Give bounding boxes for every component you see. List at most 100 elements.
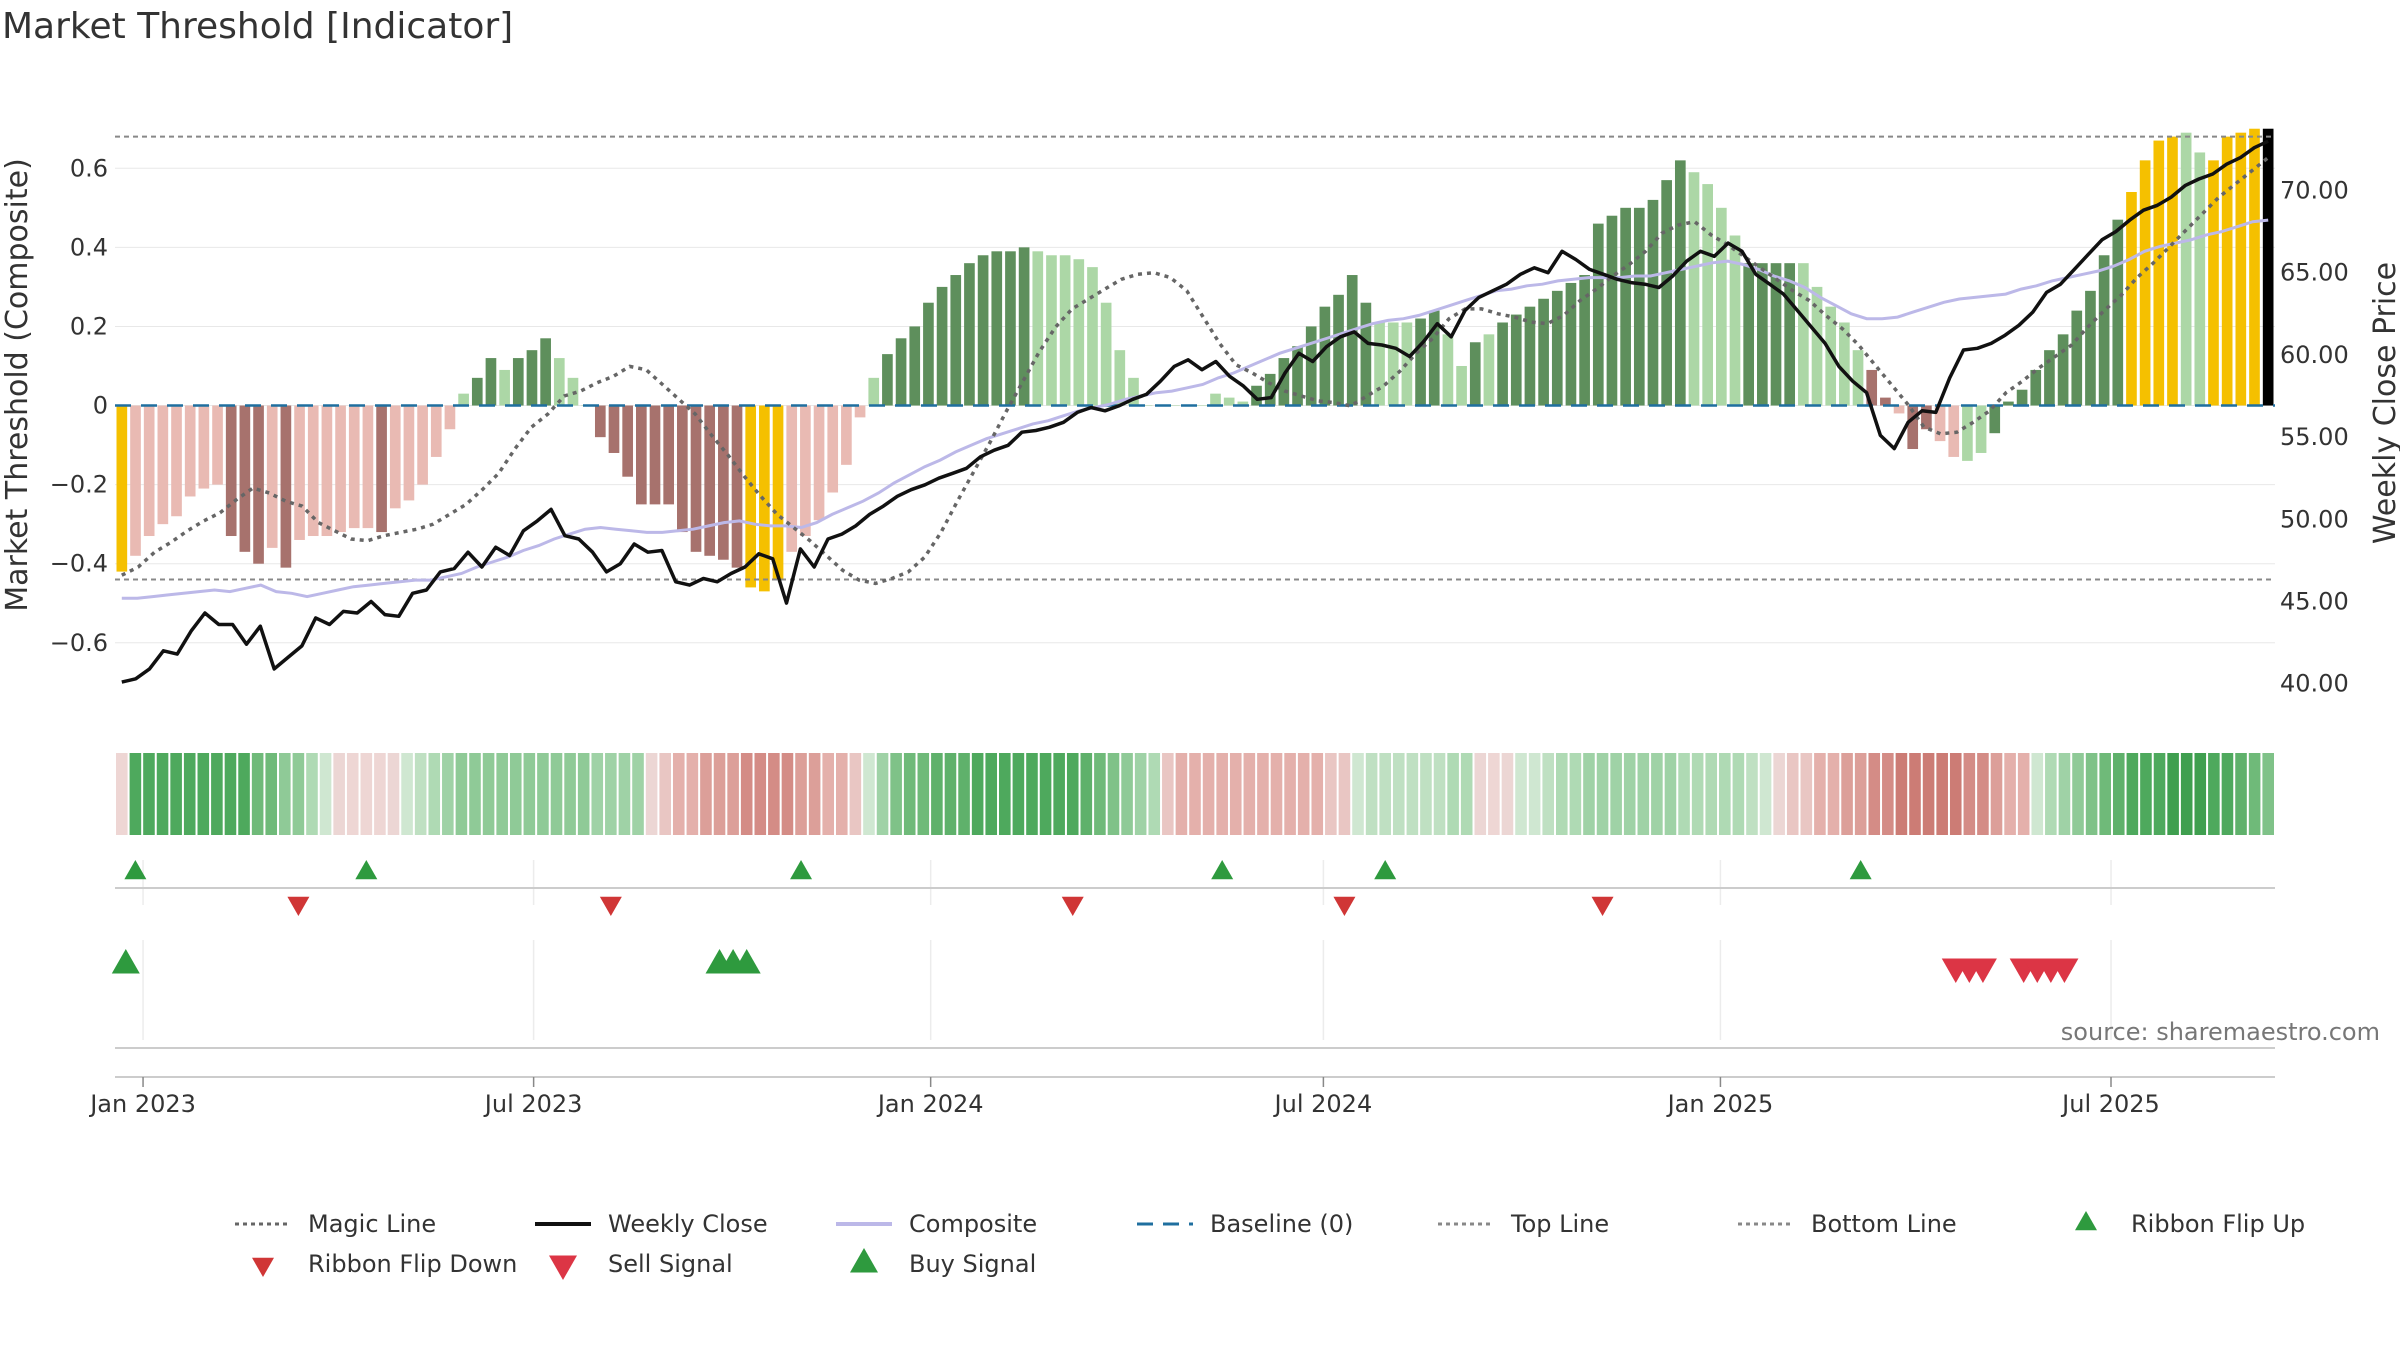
ribbon-cell (116, 753, 128, 835)
composite-bar (266, 405, 278, 548)
ribbon-cell (251, 753, 264, 835)
ribbon-cell (713, 753, 726, 835)
composite-bar (485, 358, 497, 406)
composite-bar (2003, 401, 2014, 406)
ribbon-cell (1909, 753, 1921, 835)
composite-bar (198, 405, 210, 489)
composite-bar (2030, 369, 2042, 406)
ribbon-cell (401, 753, 413, 835)
ribbon-cell (2221, 753, 2234, 835)
ribbon-cell (414, 753, 427, 835)
ribbon-cell (808, 753, 821, 835)
composite-bar (2126, 191, 2137, 406)
ribbon-flips (115, 860, 2275, 916)
ribbon-cell (2058, 753, 2071, 835)
ribbon-cell (985, 753, 998, 835)
composite-bar (1893, 405, 1905, 414)
ribbon-cell (387, 753, 400, 835)
ribbon-cell (1759, 753, 1772, 835)
buy-signal-marker (732, 949, 761, 974)
ribbon-cell (890, 753, 902, 835)
composite-bar (458, 393, 469, 406)
composite-bar (1948, 405, 1960, 457)
composite-bar (130, 405, 141, 556)
composite-bar (1100, 302, 1112, 406)
ribbon-cell (1528, 753, 1541, 835)
ribbon-cell (849, 753, 862, 835)
composite-bar (471, 377, 483, 406)
legend-item: Bottom Line (1738, 1210, 1957, 1238)
ribbon-cell (740, 753, 753, 835)
legend-item: Ribbon Flip Down (252, 1250, 517, 1278)
ribbon-cell (1460, 753, 1473, 835)
ribbon-cell (1515, 753, 1527, 835)
x-tick-label: Jul 2025 (2060, 1090, 2160, 1118)
composite-bar (1633, 207, 1645, 406)
chart-title: Market Threshold [Indicator] (2, 6, 513, 47)
legend-item: Magic Line (235, 1210, 436, 1238)
composite-bar (403, 405, 415, 501)
ribbon-cell (1080, 753, 1093, 835)
ribbon-cell (836, 753, 848, 835)
composite-bar (690, 405, 702, 552)
ribbon-cell (1162, 753, 1174, 835)
composite-bar (1620, 207, 1631, 406)
ribbon-flip-up-marker (1374, 860, 1397, 880)
composite-bar (1962, 405, 1973, 461)
composite-bar (1866, 369, 1878, 406)
ribbon-cell (1501, 753, 1514, 835)
composite-bar (1032, 251, 1044, 406)
composite-bar (321, 405, 333, 537)
composite-bar (936, 286, 948, 406)
composite-bar (2194, 152, 2206, 406)
y-tick-label: 0.2 (70, 312, 108, 340)
composite-bar (882, 354, 893, 406)
composite-bar (704, 405, 716, 556)
composite-bar (1428, 310, 1440, 406)
composite-bar (1510, 314, 1522, 406)
composite-bar (608, 405, 620, 453)
ribbon-cell (1379, 753, 1391, 835)
ribbon-cell (917, 753, 930, 835)
ribbon-cell (1556, 753, 1568, 835)
ribbon-cell (1488, 753, 1500, 835)
composite-bar (1743, 263, 1755, 406)
composite-bar (1715, 207, 1727, 406)
composite-bar (1934, 405, 1946, 442)
composite-bar (1579, 275, 1590, 406)
composite-bar (171, 405, 182, 517)
ribbon-cell (211, 753, 223, 835)
composite-bar (1674, 160, 1686, 406)
ribbon-cell (944, 753, 957, 835)
ribbon-cell (618, 753, 631, 835)
legend-item: Ribbon Flip Up (2075, 1210, 2305, 1238)
ribbon-cell (564, 753, 576, 835)
signals (111, 940, 2275, 1049)
ribbon-cell (1827, 753, 1840, 835)
composite-bar (622, 405, 633, 477)
ribbon-cell (1284, 753, 1296, 835)
x-axis: Jan 2023 Jul 2023 Jan 2024 Jul 2024 Jan 2025… (88, 1076, 2275, 1118)
composite-bar (1073, 259, 1085, 406)
composite-bar (1483, 334, 1495, 406)
ribbon-cell (1678, 753, 1690, 835)
y2-tick-label: 50.00 (2280, 505, 2349, 533)
ribbon-cell (428, 753, 441, 835)
composite-bar (2249, 128, 2260, 406)
composite-bar (2262, 128, 2274, 406)
ribbon-cell (1854, 753, 1867, 835)
ribbon-flip-down-marker (287, 896, 310, 916)
composite-bar (307, 405, 319, 537)
ribbon-cell (170, 753, 182, 835)
composite-bar (841, 405, 852, 465)
y-axis-label: Market Threshold (Composite) (0, 158, 35, 612)
ribbon-cell (224, 753, 237, 835)
composite-bar (362, 405, 374, 529)
ribbon-cell (2031, 753, 2044, 835)
y-tick-label: 0.4 (70, 233, 108, 261)
composite-bar (2071, 310, 2083, 406)
ribbon-cell (1121, 753, 1133, 835)
ribbon-cell (1406, 753, 1419, 835)
composite-bar (1989, 405, 2001, 434)
legend-label: Buy Signal (909, 1250, 1036, 1278)
